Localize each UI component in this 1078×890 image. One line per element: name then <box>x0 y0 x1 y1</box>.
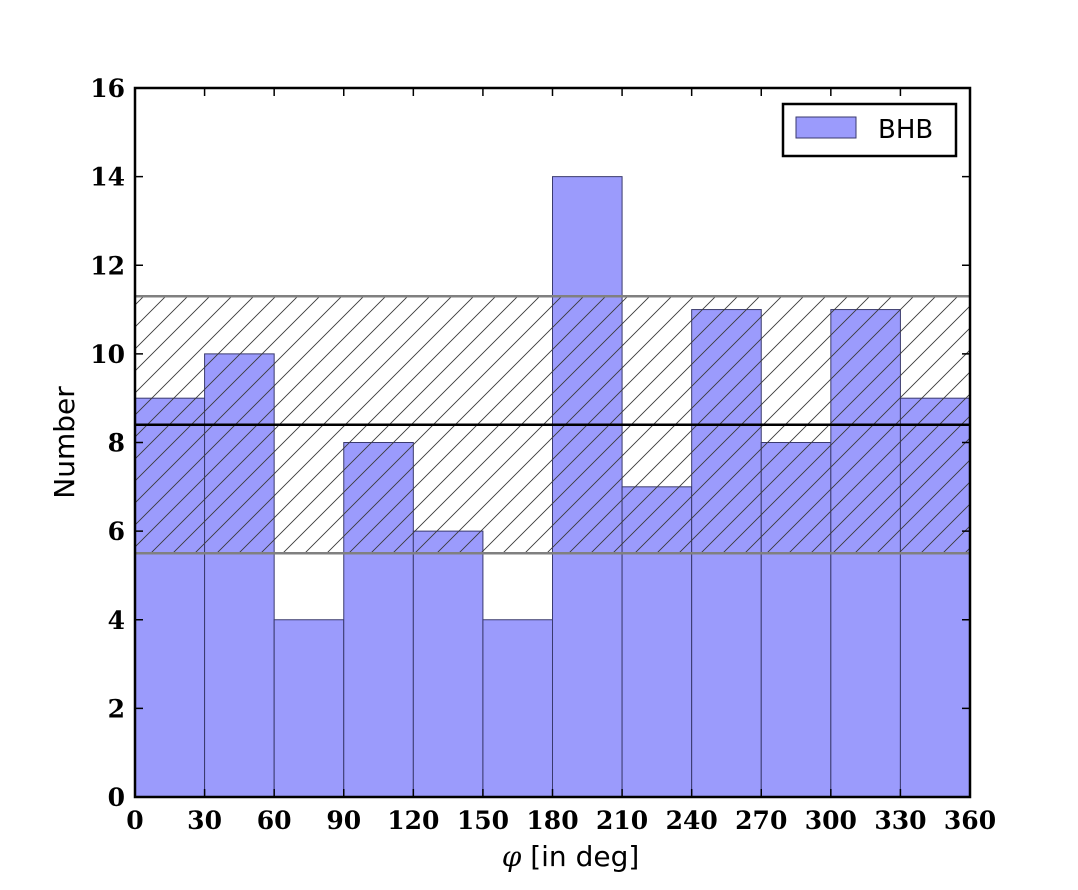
band-layer <box>135 295 970 555</box>
y-tick-label: 14 <box>90 163 125 192</box>
x-tick-label: 330 <box>874 806 926 835</box>
x-tick-label: 30 <box>187 806 222 835</box>
x-axis-label-symbol: φ <box>502 840 522 873</box>
y-tick-label: 12 <box>90 251 125 280</box>
x-tick-label: 180 <box>526 806 578 835</box>
legend: BHB <box>781 102 958 158</box>
x-tick-label: 120 <box>387 806 439 835</box>
y-tick-label: 10 <box>90 340 125 369</box>
x-tick-label: 150 <box>457 806 509 835</box>
y-tick-label: 16 <box>90 74 125 103</box>
ticks-layer: 0 30 60 90 120 150 180 210 240 270 300 330 360 0 2 4 6 8 1… <box>90 74 996 835</box>
legend-swatch-bhb <box>795 116 857 139</box>
legend-label-bhb: BHB <box>878 115 933 145</box>
histogram-bar-120-150 <box>412 530 484 798</box>
x-tick-label: 60 <box>257 806 292 835</box>
y-tick-label: 4 <box>108 606 125 635</box>
x-tick-label: 240 <box>666 806 718 835</box>
x-tick-label: 0 <box>126 806 143 835</box>
x-axis-label: φ [in deg] <box>502 840 640 873</box>
y-tick-label: 0 <box>108 783 125 812</box>
x-tick-label: 210 <box>596 806 648 835</box>
plot-frame <box>133 86 972 799</box>
y-tick-label: 2 <box>108 694 125 723</box>
histogram-bar-150-180 <box>482 619 553 798</box>
x-axis-label-text: [in deg] <box>521 840 639 873</box>
histogram-bar-60-90 <box>273 619 345 798</box>
y-tick-label: 6 <box>108 517 125 546</box>
x-tick-label: 270 <box>735 806 787 835</box>
x-tick-label: 360 <box>944 806 996 835</box>
y-axis-label: Number <box>48 386 81 499</box>
y-tick-label: 8 <box>108 429 125 458</box>
x-tick-label: 90 <box>326 806 361 835</box>
x-tick-label: 300 <box>805 806 857 835</box>
